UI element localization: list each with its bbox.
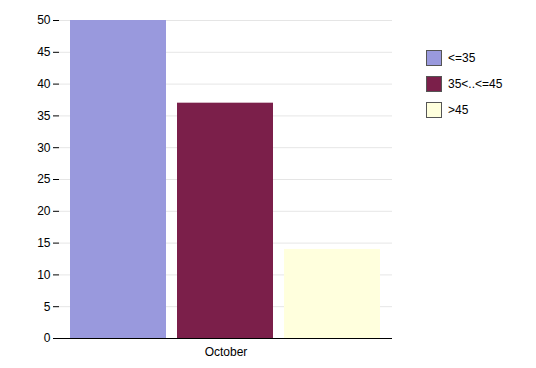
html-text:35<..<=45: 35<..<=45	[448, 77, 503, 91]
svg-text:50: 50	[37, 13, 51, 27]
html-text:>45: >45	[448, 103, 469, 117]
svg-text:5: 5	[44, 300, 51, 314]
svg-text:30: 30	[37, 141, 51, 155]
svg-text:0: 0	[44, 331, 51, 345]
html-text:<=35: <=35	[448, 51, 476, 65]
svg-text:35: 35	[37, 109, 51, 123]
svg-text:25: 25	[37, 172, 51, 186]
svg-text:45: 45	[37, 45, 51, 59]
svg-text:10: 10	[37, 268, 51, 282]
svg-text:40: 40	[37, 77, 51, 91]
svg-text:15: 15	[37, 236, 51, 250]
svg-text:October: October	[205, 345, 248, 359]
svg-text:20: 20	[37, 204, 51, 218]
